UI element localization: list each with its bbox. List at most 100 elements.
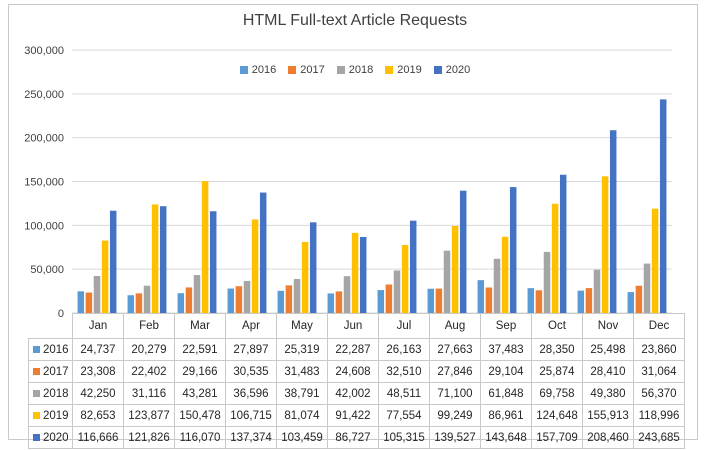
bar-2018-jan xyxy=(93,275,101,313)
data-label: 38,791 xyxy=(276,382,328,405)
bar-2018-mar xyxy=(193,275,201,313)
table-row: 2020 116,666 121,826 116,070 137,374 103,459 8… xyxy=(28,426,685,449)
x-tick-label: Aug xyxy=(429,313,481,339)
data-label: 29,166 xyxy=(174,360,226,383)
data-label: 31,116 xyxy=(123,382,175,405)
bar-2019-oct xyxy=(551,203,559,313)
bar-2016-apr xyxy=(227,288,235,313)
data-label: 32,510 xyxy=(378,360,430,383)
bar-2017-may xyxy=(285,285,293,313)
bar-2019-jan xyxy=(101,240,109,313)
chart-title: HTML Full-text Article Requests xyxy=(242,12,468,29)
data-label: 49,380 xyxy=(582,382,634,405)
legend-swatch xyxy=(288,66,297,74)
data-label: 25,874 xyxy=(531,360,583,383)
data-label: 42,250 xyxy=(72,382,124,405)
table-row-label: 2020 xyxy=(28,426,73,449)
x-tick-label: Apr xyxy=(225,313,277,339)
legend-item-2016: 2016 xyxy=(239,64,276,76)
legend-key xyxy=(33,345,40,353)
y-tick-label: 0 xyxy=(58,308,64,320)
data-label: 86,961 xyxy=(480,404,532,427)
bar-2016-jul xyxy=(377,290,385,313)
bar-2016-may xyxy=(277,290,285,313)
data-label: 56,370 xyxy=(633,382,685,405)
bar-2016-sep xyxy=(477,280,485,313)
bar-2018-nov xyxy=(593,269,601,313)
legend-item-2020: 2020 xyxy=(433,64,470,76)
x-tick-label: Dec xyxy=(633,313,685,339)
data-label: 43,281 xyxy=(174,382,226,405)
data-label: 157,709 xyxy=(531,426,583,449)
x-tick-label: Nov xyxy=(582,313,634,339)
table-corner xyxy=(29,314,73,339)
legend-swatch xyxy=(336,66,345,74)
bar-2020-jul xyxy=(409,220,417,313)
data-label: 150,478 xyxy=(174,404,226,427)
data-label: 27,663 xyxy=(429,338,481,361)
table-row: 2017 23,308 22,402 29,166 30,535 31,483 24,608… xyxy=(28,360,685,383)
bar-2019-dec xyxy=(651,208,659,313)
bar-2016-jun xyxy=(327,293,335,313)
bar-2020-dec xyxy=(659,99,667,314)
data-label: 118,996 xyxy=(633,404,685,427)
bar-2020-may xyxy=(309,222,317,313)
data-label: 28,350 xyxy=(531,338,583,361)
data-label: 86,727 xyxy=(327,426,379,449)
data-label: 123,877 xyxy=(123,404,175,427)
bar-2016-oct xyxy=(527,288,535,313)
bar-2018-sep xyxy=(493,258,501,313)
bar-2017-apr xyxy=(235,286,243,313)
bar-2016-jan xyxy=(77,291,85,313)
bar-2017-jan xyxy=(85,292,93,313)
data-label: 37,483 xyxy=(480,338,532,361)
bar-2016-feb xyxy=(127,295,135,313)
bar-2018-oct xyxy=(543,251,551,313)
table-row: 2018 42,250 31,116 43,281 36,596 38,791 42,002… xyxy=(28,382,685,405)
table-row-label: 2017 xyxy=(28,360,73,383)
bar-2019-feb xyxy=(151,204,159,313)
x-tick-label: Oct xyxy=(531,313,583,339)
bar-2018-jun xyxy=(343,276,351,313)
legend-label: 2018 xyxy=(348,64,374,76)
data-label: 243,685 xyxy=(633,426,685,449)
data-label: 24,608 xyxy=(327,360,379,383)
x-tick-label: Mar xyxy=(174,313,226,339)
data-label: 61,848 xyxy=(480,382,532,405)
y-tick-label: 50,000 xyxy=(30,264,64,276)
data-label: 42,002 xyxy=(327,382,379,405)
legend-label: 2019 xyxy=(397,64,422,76)
data-label: 124,648 xyxy=(531,404,583,427)
data-label: 143,648 xyxy=(480,426,532,449)
data-label: 99,249 xyxy=(429,404,481,427)
y-tick-label: 250,000 xyxy=(24,89,64,101)
data-table: Jan Feb Mar Apr May Jun Jul Aug Sep Oct Nov Dec 2016… xyxy=(28,313,685,449)
data-label: 20,279 xyxy=(123,338,175,361)
data-label: 48,511 xyxy=(378,382,430,405)
bar-2017-jun xyxy=(335,291,343,313)
bar-2019-nov xyxy=(601,176,609,313)
data-label: 69,758 xyxy=(531,382,583,405)
bar-2020-jan xyxy=(109,210,117,313)
data-label: 28,410 xyxy=(582,360,634,383)
data-label: 36,596 xyxy=(225,382,277,405)
legend-key xyxy=(33,389,40,397)
y-tick-label: 300,000 xyxy=(24,45,64,57)
legend-key xyxy=(33,433,40,441)
table-row: 2019 82,653 123,877 150,478 106,715 81,074 91,… xyxy=(28,404,685,427)
x-tick-label: Jul xyxy=(378,313,430,339)
bar-2020-jun xyxy=(359,236,367,313)
data-label: 103,459 xyxy=(276,426,328,449)
bar-2017-oct xyxy=(535,290,543,313)
x-tick-label: Feb xyxy=(123,313,175,339)
table-row-label: 2018 xyxy=(28,382,73,405)
bar-2017-sep xyxy=(485,287,493,313)
legend-swatch xyxy=(433,66,442,74)
data-label: 24,737 xyxy=(72,338,124,361)
data-label: 27,897 xyxy=(225,338,277,361)
bar-2019-aug xyxy=(451,225,459,313)
data-label: 116,666 xyxy=(72,426,124,449)
x-tick-label: Sep xyxy=(480,313,532,339)
bar-2016-dec xyxy=(627,292,635,313)
